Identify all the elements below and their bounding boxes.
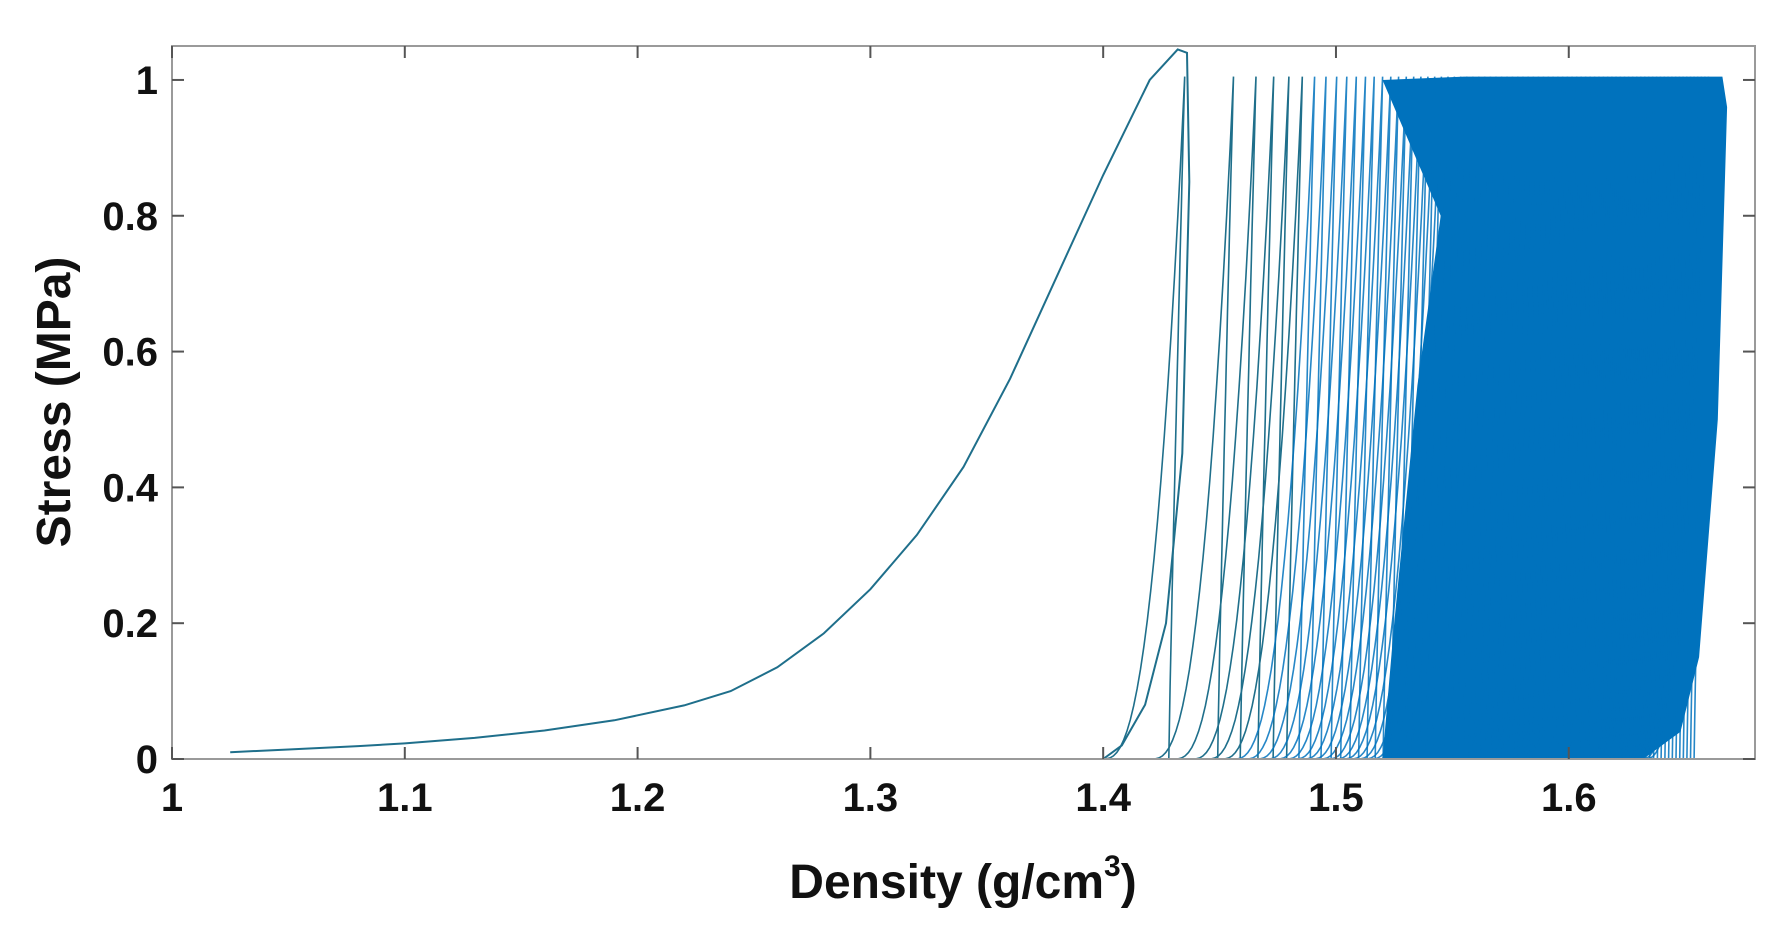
x-tick-label: 1.2 bbox=[610, 776, 666, 820]
series-loop bbox=[1496, 76, 1569, 760]
x-tick-label: 1.5 bbox=[1308, 776, 1364, 820]
x-axis-title-main: Density (g/cm bbox=[789, 856, 1104, 909]
series-loop bbox=[1221, 76, 1304, 760]
y-axis-title: Stress (MPa) bbox=[28, 257, 81, 548]
series-loop bbox=[1103, 76, 1186, 760]
series-loop bbox=[1152, 76, 1235, 760]
series-loop bbox=[1267, 76, 1348, 760]
series-loop bbox=[1481, 76, 1554, 760]
y-tick-label: 0.6 bbox=[102, 331, 158, 375]
series-loop bbox=[1421, 76, 1497, 760]
series-loop bbox=[1320, 76, 1400, 760]
series-loop bbox=[1465, 76, 1540, 760]
y-tick-label: 0 bbox=[136, 738, 158, 782]
series-loop bbox=[1384, 76, 1462, 760]
series-loop bbox=[1433, 76, 1508, 760]
series-loop bbox=[1304, 76, 1384, 760]
series-loop bbox=[1501, 76, 1573, 760]
series-loop bbox=[1257, 76, 1338, 760]
series-loop bbox=[1538, 76, 1609, 760]
series-loop bbox=[1476, 76, 1550, 760]
series-loop bbox=[1460, 76, 1535, 760]
y-tick-label: 1 bbox=[136, 59, 158, 103]
series-loop bbox=[1637, 76, 1703, 760]
series-loop bbox=[1427, 76, 1503, 760]
x-tick-label: 1.3 bbox=[843, 776, 899, 820]
series-loop bbox=[1234, 76, 1316, 760]
series-loop bbox=[1295, 76, 1375, 760]
series-loop bbox=[1286, 76, 1367, 760]
series-loop bbox=[1471, 76, 1545, 760]
series-loop bbox=[1415, 76, 1492, 760]
x-tick-label: 1.4 bbox=[1075, 776, 1131, 820]
series-loop bbox=[1515, 76, 1587, 760]
x-tick-label: 1.6 bbox=[1541, 776, 1597, 820]
series-loop bbox=[1552, 76, 1622, 760]
series-loop bbox=[1403, 76, 1480, 760]
series-loop bbox=[1641, 76, 1706, 760]
plot-frame bbox=[171, 45, 1756, 760]
series-loop bbox=[1543, 76, 1613, 760]
series-loop bbox=[1524, 76, 1596, 760]
series-loop bbox=[1312, 76, 1392, 760]
series-loop bbox=[1391, 76, 1468, 760]
series-loop bbox=[1529, 76, 1600, 760]
series-loop bbox=[1208, 76, 1290, 760]
axis-layer: 1 1.1 1.2 1.3 1.4 1.5 1.6 0 0.2 0.4 0.6 0.8 1 bbox=[102, 46, 1755, 820]
series-loop bbox=[1520, 76, 1591, 760]
series-loop bbox=[1364, 76, 1443, 760]
series-loop bbox=[1174, 76, 1257, 760]
series-loop bbox=[1547, 76, 1617, 760]
y-tick-label: 0.4 bbox=[102, 466, 158, 510]
x-tick-label: 1 bbox=[161, 776, 183, 820]
series-loop bbox=[1438, 76, 1514, 760]
x-axis-title: Density (g/cm3) bbox=[789, 850, 1136, 909]
series-loop bbox=[1397, 76, 1474, 760]
series-loop bbox=[1505, 76, 1578, 760]
y-tick-label: 0.8 bbox=[102, 195, 158, 239]
series-loop bbox=[1534, 76, 1605, 760]
series-line-initial bbox=[230, 48, 1191, 760]
series-loop bbox=[1486, 76, 1559, 760]
series-loop bbox=[1409, 76, 1486, 760]
series-loop bbox=[1491, 76, 1564, 760]
series-loop bbox=[1455, 76, 1529, 760]
y-tick-label: 0.2 bbox=[102, 602, 158, 646]
series-loop bbox=[1510, 76, 1582, 760]
x-tick-label: 1.1 bbox=[377, 776, 433, 820]
x-axis-title-suffix: ) bbox=[1121, 856, 1137, 909]
series-loop bbox=[1645, 76, 1710, 760]
series-loop bbox=[1277, 76, 1358, 760]
series-layer bbox=[230, 48, 1728, 760]
series-loop bbox=[1371, 76, 1449, 760]
series-loop bbox=[1246, 76, 1327, 760]
x-axis-title-superscript: 3 bbox=[1104, 850, 1121, 883]
series-loop bbox=[1378, 76, 1456, 760]
series-loop bbox=[1444, 76, 1519, 760]
series-loop bbox=[1449, 76, 1524, 760]
